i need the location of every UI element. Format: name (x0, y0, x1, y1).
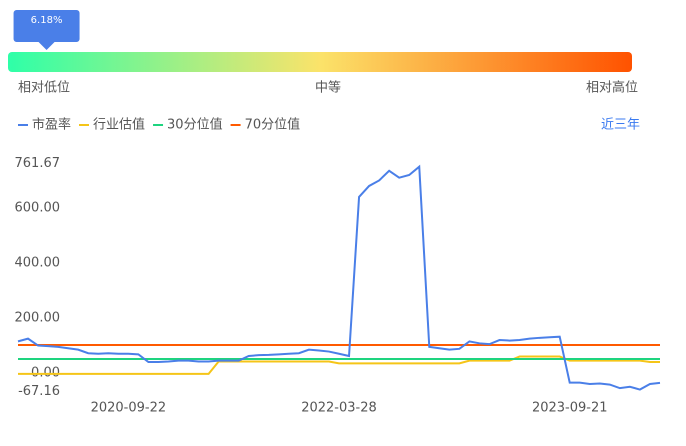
y-tick-label: 600.00 (15, 200, 61, 215)
percentile-tooltip (13, 10, 80, 50)
legend-label: 70分位值 (245, 117, 301, 133)
percentile-label: 6.18% (31, 15, 63, 26)
x-tick-label: 2022-03-28 (301, 401, 377, 416)
scale-label: 中等 (315, 80, 341, 96)
legend-label: 30分位值 (167, 117, 223, 133)
y-tick-label: 400.00 (15, 255, 61, 270)
x-tick-label: 2020-09-22 (91, 401, 167, 416)
y-tick-label: 200.00 (15, 311, 61, 326)
series-line (18, 355, 660, 375)
legend-label: 行业估值 (93, 117, 145, 133)
range-link[interactable]: 近三年 (601, 118, 640, 133)
x-tick-label: 2023-09-21 (532, 401, 608, 416)
percentile-bar (8, 52, 632, 72)
y-tick-label: 761.67 (15, 156, 61, 171)
scale-label: 相对低位 (18, 81, 70, 96)
legend-label: 市盈率 (32, 117, 71, 133)
y-tick-label: -67.16 (18, 384, 60, 399)
series-line (17, 164, 661, 391)
scale-label: 相对高位 (586, 80, 638, 96)
